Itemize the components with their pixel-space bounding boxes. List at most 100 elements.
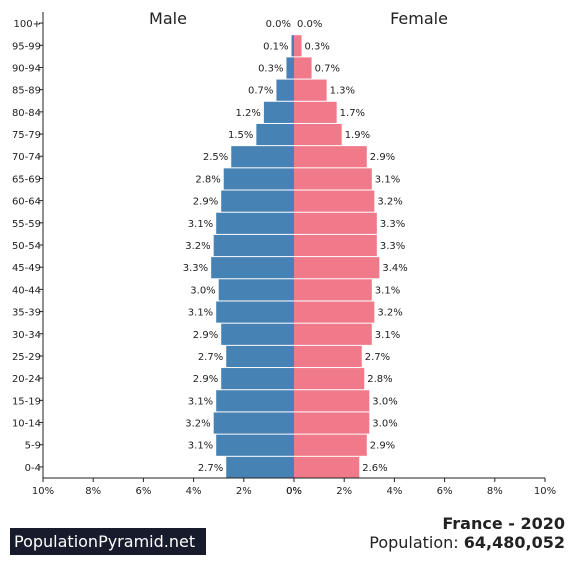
brand-logo[interactable]: PopulationPyramid.net [10, 528, 206, 555]
age-group-label: 95-99 [12, 41, 41, 52]
male-bar-85-89 [276, 79, 294, 101]
male-bar-20-24 [221, 368, 294, 390]
x-tick-label-female: 0% [286, 486, 302, 497]
female-value-label: 3.0% [372, 396, 397, 407]
male-value-label: 2.7% [198, 352, 223, 363]
age-group-label: 10-14 [12, 419, 41, 430]
male-value-label: 2.7% [198, 463, 223, 474]
axis-layer: 10% 8% 6% 4% 2% 0%0% 2% 4% 6% 8% 10% [32, 12, 556, 497]
male-bar-45-49 [211, 257, 294, 279]
population-readout: Population: 64,480,052 [369, 533, 565, 552]
age-group-label: 65-69 [12, 174, 41, 185]
age-group-label: 50-54 [12, 241, 41, 252]
female-bar-10-14 [294, 412, 370, 434]
female-bar-55-59 [294, 212, 377, 234]
age-group-label: 40-44 [12, 285, 41, 296]
female-value-label: 3.2% [377, 197, 402, 208]
female-value-label: 3.1% [375, 285, 400, 296]
female-value-label: 3.0% [372, 419, 397, 430]
male-value-label: 3.2% [185, 241, 210, 252]
female-bar-95-99 [294, 35, 302, 57]
female-bar-70-74 [294, 146, 367, 168]
male-value-label: 2.9% [193, 197, 218, 208]
male-bar-55-59 [216, 212, 294, 234]
x-tick-label-male: 4% [186, 486, 202, 497]
male-value-label: 3.1% [188, 441, 213, 452]
female-bar-0-4 [294, 456, 360, 478]
male-value-label: 2.5% [203, 152, 228, 163]
male-value-label: 3.1% [188, 396, 213, 407]
x-tick-label-female: 10% [534, 486, 556, 497]
male-bar-80-84 [263, 101, 294, 123]
x-tick-label-female: 6% [437, 486, 453, 497]
female-bar-85-89 [294, 79, 327, 101]
male-bar-25-29 [226, 345, 294, 368]
age-group-label: 35-39 [12, 308, 41, 319]
age-group-label: 80-84 [12, 108, 41, 119]
male-value-label: 0.1% [263, 41, 288, 52]
x-tick-label-male: 6% [135, 486, 151, 497]
male-bar-90-94 [286, 57, 294, 79]
male-bar-75-79 [256, 123, 294, 146]
male-value-label: 0.3% [258, 63, 283, 74]
female-bar-25-29 [294, 345, 362, 368]
age-group-label: 85-89 [12, 86, 41, 97]
male-value-label: 2.9% [193, 374, 218, 385]
male-bar-35-39 [216, 301, 294, 323]
female-value-label: 1.7% [340, 108, 365, 119]
male-value-label: 2.8% [195, 174, 220, 185]
female-value-label: 2.9% [370, 441, 395, 452]
age-group-label: 55-59 [12, 219, 41, 230]
female-value-label: 2.8% [367, 374, 392, 385]
male-bar-5-9 [216, 434, 294, 456]
female-value-label: 2.7% [365, 352, 390, 363]
female-value-label: 0.7% [315, 63, 340, 74]
male-value-label: 3.1% [188, 219, 213, 230]
age-group-label: 70-74 [12, 152, 41, 163]
male-value-label: 3.1% [188, 308, 213, 319]
female-bar-5-9 [294, 434, 367, 456]
male-bar-40-44 [218, 279, 294, 301]
age-group-label: 5-9 [25, 441, 41, 452]
female-bar-30-34 [294, 323, 372, 345]
population-label: Population: [369, 533, 459, 552]
population-pyramid-chart: 100+ 0.0% 0.0% 95-99 0.1% 0.3% 90-94 0.3% 0.7% 85… [12, 9, 556, 497]
age-group-label: 0-4 [25, 463, 41, 474]
age-group-label: 75-79 [12, 130, 41, 141]
female-bar-50-54 [294, 234, 377, 257]
age-group-label: 60-64 [12, 197, 41, 208]
female-value-label: 2.6% [362, 463, 387, 474]
female-value-label: 3.3% [380, 219, 405, 230]
female-value-label: 3.1% [375, 174, 400, 185]
age-group-label: 90-94 [12, 63, 41, 74]
male-series-label: Male [149, 9, 187, 28]
female-value-label: 1.9% [345, 130, 370, 141]
x-tick-label-male: 8% [85, 486, 101, 497]
male-value-label: 0.7% [248, 86, 273, 97]
male-value-label: 1.2% [235, 108, 260, 119]
female-value-label: 3.4% [382, 263, 407, 274]
x-tick-label-male: 0% [286, 486, 302, 497]
male-value-label: 2.9% [193, 330, 218, 341]
female-value-label: 0.3% [305, 41, 330, 52]
male-bar-0-4 [226, 456, 294, 478]
x-tick-label-male: 10% [32, 486, 54, 497]
bars-layer [211, 35, 380, 478]
age-group-label: 20-24 [12, 374, 41, 385]
male-value-label: 3.2% [185, 419, 210, 430]
x-tick-label-female: 8% [487, 486, 503, 497]
female-bar-35-39 [294, 301, 375, 323]
female-bar-20-24 [294, 368, 365, 390]
population-value: 64,480,052 [463, 533, 565, 552]
x-tick-label-male: 2% [236, 486, 252, 497]
male-bar-10-14 [213, 412, 294, 434]
female-bar-45-49 [294, 257, 380, 279]
female-series-label: Female [390, 9, 448, 28]
labels-layer: 100+ 0.0% 0.0% 95-99 0.1% 0.3% 90-94 0.3% 0.7% 85… [12, 19, 408, 474]
female-value-label: 3.1% [375, 330, 400, 341]
female-value-label: 1.3% [330, 86, 355, 97]
x-tick-label-female: 2% [336, 486, 352, 497]
male-bar-30-34 [221, 323, 294, 345]
female-bar-40-44 [294, 279, 372, 301]
male-bar-50-54 [213, 234, 294, 257]
